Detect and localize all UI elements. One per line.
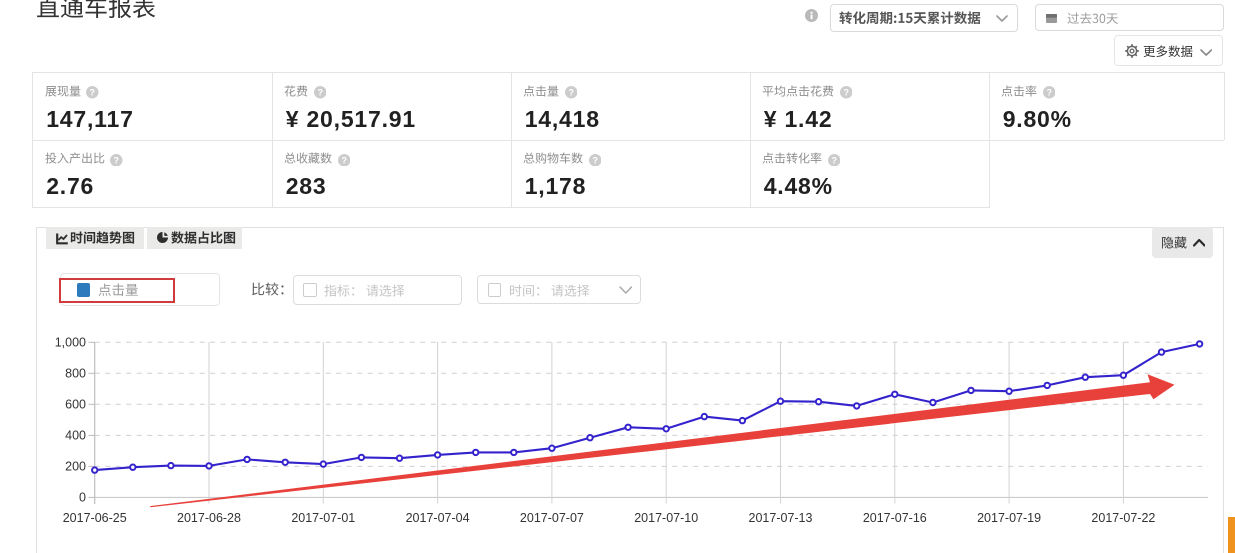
svg-text:1,000: 1,000: [55, 336, 86, 350]
svg-text:600: 600: [65, 398, 86, 412]
svg-text:2017-07-10: 2017-07-10: [634, 511, 698, 525]
svg-text:?: ?: [1046, 87, 1052, 97]
svg-text:2017-07-19: 2017-07-19: [977, 511, 1041, 525]
svg-text:?: ?: [90, 87, 96, 97]
svg-text:800: 800: [65, 367, 86, 381]
svg-text:?: ?: [843, 87, 849, 97]
svg-text:?: ?: [592, 155, 598, 165]
svg-text:200: 200: [65, 460, 86, 474]
svg-text:?: ?: [831, 155, 837, 165]
svg-text:2017-06-28: 2017-06-28: [177, 511, 241, 525]
svg-text:2017-07-01: 2017-07-01: [291, 511, 355, 525]
svg-text:?: ?: [568, 87, 574, 97]
svg-text:?: ?: [341, 155, 347, 165]
svg-text:2017-07-04: 2017-07-04: [406, 511, 470, 525]
svg-text:2017-07-13: 2017-07-13: [749, 511, 813, 525]
svg-text:?: ?: [317, 87, 323, 97]
svg-text:2017-07-16: 2017-07-16: [863, 511, 927, 525]
svg-text:2017-06-25: 2017-06-25: [63, 511, 127, 525]
svg-text:2017-07-22: 2017-07-22: [1091, 511, 1155, 525]
svg-text:2017-07-07: 2017-07-07: [520, 511, 584, 525]
svg-text:?: ?: [114, 155, 120, 165]
svg-text:0: 0: [79, 491, 86, 505]
svg-text:400: 400: [65, 429, 86, 443]
